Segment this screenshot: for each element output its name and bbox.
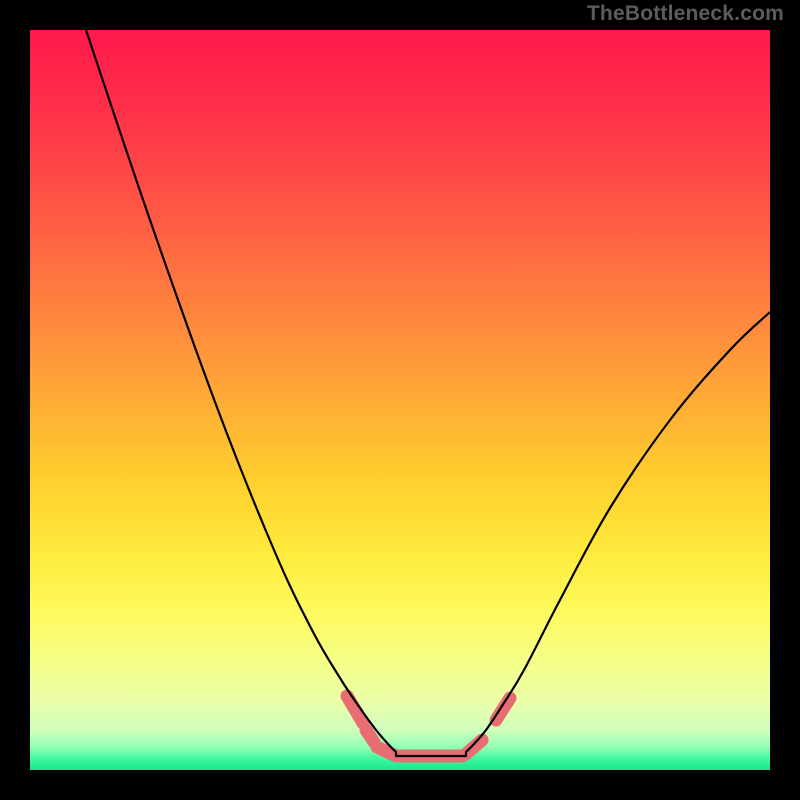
chart-svg [0,0,800,800]
chart-frame: TheBottleneck.com [0,0,800,800]
attribution-text: TheBottleneck.com [587,2,784,26]
plot-background [30,30,770,770]
